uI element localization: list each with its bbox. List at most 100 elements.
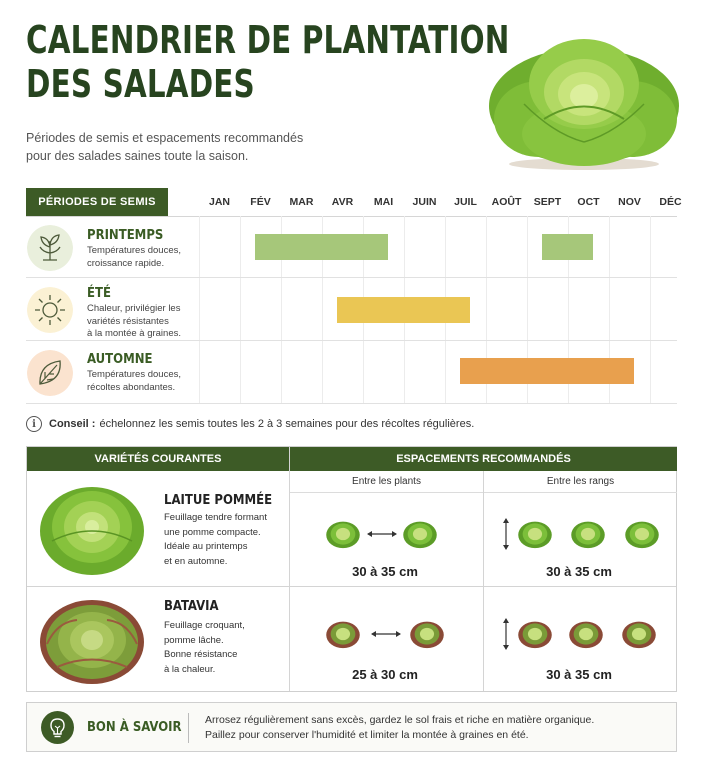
season-name-summer: ÉTÉ — [87, 286, 111, 301]
text-line: Arrosez régulièrement sans excès, gardez… — [205, 714, 595, 726]
desc-line: Feuillage tendre formant — [164, 512, 267, 523]
batavia-plant-icon — [410, 621, 444, 649]
month-label: JAN — [208, 196, 230, 208]
month-label: MAI — [373, 196, 394, 208]
sprout-icon — [27, 225, 73, 271]
column-header-spacing: ESPACEMENTS RECOMMANDÉS — [290, 447, 677, 471]
desc-line: Températures douces, — [87, 369, 181, 380]
batavia-plant-icon — [569, 621, 603, 649]
month-label: NOV — [618, 196, 641, 208]
vertical-arrow-icon — [503, 618, 509, 650]
divider — [188, 713, 189, 743]
month-label: MAR — [289, 196, 314, 208]
month-label: OCT — [577, 196, 600, 208]
batavia-plant-icon — [622, 621, 656, 649]
variety-name: BATAVIA — [164, 599, 219, 614]
month-gridline — [650, 216, 651, 404]
desc-line: à la montée à graines. — [87, 328, 182, 339]
month-label: FÉV — [250, 196, 271, 208]
season-name-spring: PRINTEMPS — [87, 228, 164, 243]
subtitle-line-1: Périodes de semis et espacements recomma… — [26, 131, 304, 145]
desc-line: pomme lâche. — [164, 634, 224, 646]
desc-line: à la chaleur. — [164, 663, 216, 675]
month-label: SEPT — [533, 196, 562, 208]
month-gridline — [322, 216, 323, 404]
subtitle-line-2: pour des salades saines toute la saison. — [26, 149, 249, 163]
good-to-know-title: BON À SAVOIR — [87, 720, 182, 735]
variety-name: LAITUE POMMÉE — [164, 493, 273, 508]
desc-line: récoltes abondantes. — [87, 381, 176, 393]
title-line-2: DES SALADES — [26, 62, 255, 106]
good-to-know-text: Arrosez régulièrement sans excès, gardez… — [205, 713, 670, 743]
table-divider — [27, 586, 676, 587]
month-gridline — [486, 216, 487, 404]
lettuce-plant-icon — [625, 521, 659, 549]
tip-text: échelonnez les semis toutes les 2 à 3 se… — [99, 418, 475, 430]
variety-desc: Feuillage croquant, pomme lâche. Bonne r… — [164, 619, 289, 677]
season-row-spring — [26, 216, 677, 278]
tip-label: Conseil : — [49, 418, 96, 430]
lightbulb-icon — [41, 711, 74, 744]
month-label: AVR — [331, 196, 354, 208]
month-gridline — [609, 216, 610, 404]
sun-icon — [27, 287, 73, 333]
season-desc-summer: Chaleur, privilégier les variétés résist… — [87, 303, 207, 341]
lettuce-plant-icon — [571, 521, 605, 549]
lettuce-plant-icon — [403, 521, 437, 549]
desc-line: variétés résistantes — [87, 315, 169, 327]
lettuce-plant-icon — [518, 521, 552, 549]
desc-line: une pomme compacte. — [164, 526, 261, 538]
vertical-arrow-icon — [503, 518, 509, 550]
spacing-value: 25 à 30 cm — [352, 667, 418, 682]
butterhead-lettuce-image — [40, 487, 144, 575]
season-name-autumn: AUTOMNE — [87, 352, 153, 367]
calendar-header: PÉRIODES DE SEMIS — [26, 188, 168, 216]
batavia-lettuce-image — [40, 600, 144, 684]
desc-line: croissance rapide. — [87, 257, 165, 269]
batavia-plant-icon — [326, 621, 360, 649]
variety-desc: Feuillage tendre formant une pomme compa… — [164, 511, 289, 569]
month-label: JUIL — [454, 196, 477, 208]
desc-line: Températures douces, — [87, 245, 181, 256]
season-desc-spring: Températures douces, croissance rapide. — [87, 245, 207, 270]
season-desc-autumn: Températures douces, récoltes abondantes… — [87, 369, 207, 394]
sowing-bar — [336, 297, 470, 323]
desc-line: Bonne résistance — [164, 649, 238, 660]
subheader-between-plants: Entre les plants — [290, 471, 483, 493]
spacing-value: 30 à 35 cm — [546, 564, 612, 579]
batavia-plant-icon — [518, 621, 552, 649]
season-row-autumn — [26, 341, 677, 404]
desc-line: Chaleur, privilégier les — [87, 303, 181, 314]
month-gridline — [240, 216, 241, 404]
lettuce-plant-icon — [326, 521, 360, 549]
table-divider — [289, 447, 290, 691]
sowing-bar — [459, 358, 634, 384]
desc-line: Idéale au printemps — [164, 541, 248, 552]
varieties-spacing-table: VARIÉTÉS COURANTES ESPACEMENTS RECOMMAND… — [26, 446, 677, 692]
title-line-1: CALENDRIER DE PLANTATION — [26, 18, 510, 62]
spacing-value: 30 à 35 cm — [352, 564, 418, 579]
month-gridline — [281, 216, 282, 404]
leaf-icon — [27, 350, 73, 396]
tip-line: i Conseil : échelonnez les semis toutes … — [26, 416, 686, 432]
column-header-varieties: VARIÉTÉS COURANTES — [27, 447, 289, 471]
sowing-bar — [254, 234, 388, 260]
month-label: DÉC — [659, 196, 682, 208]
month-gridline — [199, 216, 200, 404]
page-title: CALENDRIER DE PLANTATION DES SALADES — [26, 18, 510, 106]
spacing-value: 30 à 35 cm — [546, 667, 612, 682]
sowing-bar — [541, 234, 593, 260]
month-gridline — [527, 216, 528, 404]
text-line: Paillez pour conserver l'humidité et lim… — [205, 729, 529, 741]
horizontal-arrow-icon — [367, 531, 397, 537]
month-gridline — [568, 216, 569, 404]
lettuce-hero-illustration — [489, 39, 679, 170]
season-row-summer — [26, 278, 677, 341]
subheader-between-rows: Entre les rangs — [484, 471, 677, 493]
table-divider — [483, 471, 484, 691]
desc-line: et en automne. — [164, 555, 228, 567]
info-icon: i — [26, 416, 42, 432]
good-to-know-box: BON À SAVOIR Arrosez régulièrement sans … — [26, 702, 677, 752]
desc-line: Feuillage croquant, — [164, 620, 245, 631]
calendar-top-divider — [26, 216, 677, 217]
